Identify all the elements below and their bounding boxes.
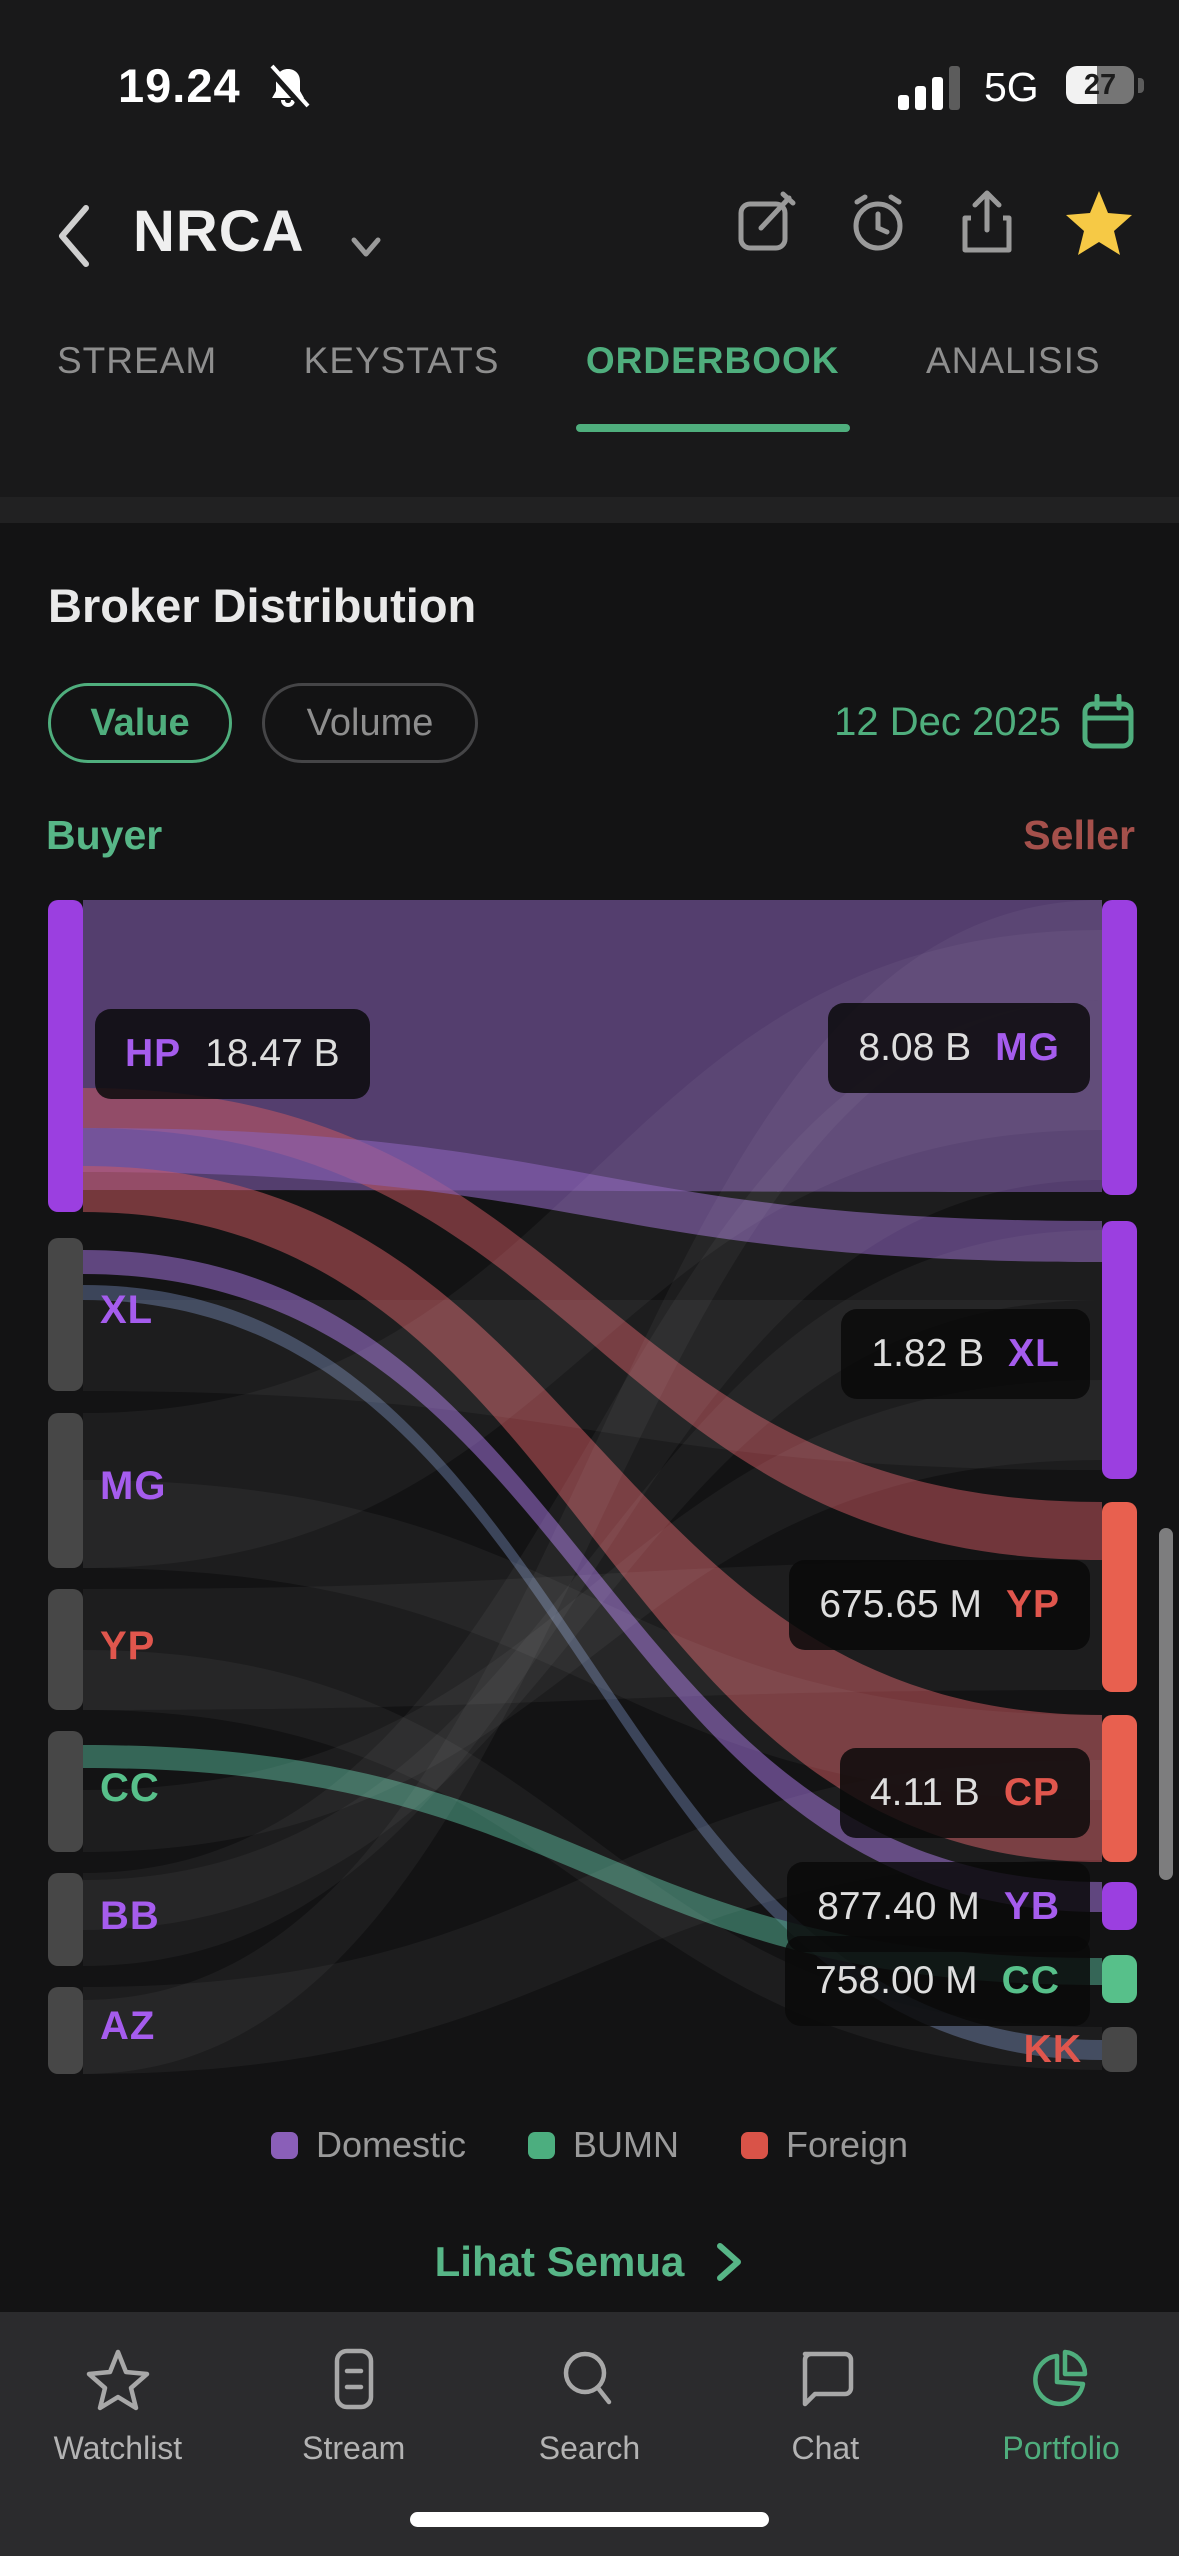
share-icon[interactable] [957,188,1017,258]
buyer-node-label-yp[interactable]: YP [100,1624,156,1668]
tab-analisis[interactable]: ANALISIS [925,340,1101,381]
home-indicator[interactable] [410,2512,769,2527]
seller-tooltip-mg[interactable]: 8.08 B MG [828,1003,1090,1093]
battery-percent: 27 [1083,68,1117,101]
foreign-swatch [740,2131,768,2159]
nav-stream[interactable]: Stream [254,2346,454,2467]
buyer-node-label-xl[interactable]: XL [100,1288,154,1332]
seller-tooltip-cc[interactable]: 758.00 M CC [785,1936,1090,2026]
nav-portfolio[interactable]: Portfolio [961,2346,1161,2467]
date-picker[interactable]: 12 Dec 2025 [834,694,1135,750]
buyer-column-label: Buyer [46,812,163,858]
stream-icon [334,2348,373,2410]
seller-column-label: Seller [1023,812,1135,858]
seller-node-label-kk[interactable]: KK [1023,2028,1082,2071]
volume-toggle-button[interactable]: Volume [262,683,478,763]
selected-date: 12 Dec 2025 [834,699,1061,744]
tab-stream[interactable]: STREAM [57,340,218,381]
back-button[interactable] [52,200,96,272]
signal-strength-icon [898,66,960,110]
favorite-star-icon[interactable] [1063,188,1135,258]
tab-orderbook[interactable]: ORDERBOOK [575,340,850,444]
notifications-muted-icon [264,64,312,112]
legend-item-bumn: BUMN [527,2124,679,2166]
seller-tooltip-xl[interactable]: 1.82 B XL [841,1309,1090,1399]
scrollbar[interactable] [1159,1528,1173,1880]
nav-watchlist[interactable]: Watchlist [18,2346,218,2467]
see-all-link[interactable]: Lihat Semua [0,2238,1179,2286]
seller-tooltip-yp[interactable]: 675.65 M YP [789,1560,1090,1650]
chat-icon [803,2351,854,2407]
buyer-node-label-mg[interactable]: MG [100,1464,167,1508]
portfolio-pie-icon [1033,2349,1088,2407]
value-toggle-button[interactable]: Value [48,683,232,763]
nav-chat[interactable]: Chat [725,2346,925,2467]
page-title: Broker Distribution [48,579,477,632]
buyer-node-label-bb[interactable]: BB [100,1894,160,1938]
tab-keystats[interactable]: KEYSTATS [303,340,500,381]
calendar-icon [1081,694,1135,750]
seller-tooltip-cp[interactable]: 4.11 B CP [839,1748,1090,1838]
network-type: 5G [984,64,1039,110]
nav-search[interactable]: Search [489,2346,689,2467]
ticker-symbol[interactable]: NRCA [133,199,305,264]
status-time: 19.24 [118,59,241,112]
chevron-right-icon [714,2240,744,2284]
legend-item-foreign: Foreign [740,2124,908,2166]
tab-bar: STREAM KEYSTATS ORDERBOOK ANALISIS FINAN… [0,340,1179,450]
alarm-icon[interactable] [845,190,911,256]
domestic-swatch [270,2131,298,2159]
ticker-dropdown-icon[interactable] [348,234,384,260]
watchlist-star-icon [86,2349,150,2411]
buyer-node-label-cc[interactable]: CC [100,1766,160,1810]
buyer-tooltip-hp[interactable]: HP 18.47 B [95,1009,370,1099]
compose-icon[interactable] [733,190,799,256]
legend: Domestic BUMN Foreign [0,2124,1179,2166]
search-icon [564,2351,612,2405]
section-divider [0,497,1179,523]
buyer-node-label-az[interactable]: AZ [100,2004,156,2048]
bumn-swatch [527,2131,555,2159]
battery-nub [1138,78,1144,93]
legend-item-domestic: Domestic [270,2124,466,2166]
battery-icon: 27 [1066,66,1134,104]
